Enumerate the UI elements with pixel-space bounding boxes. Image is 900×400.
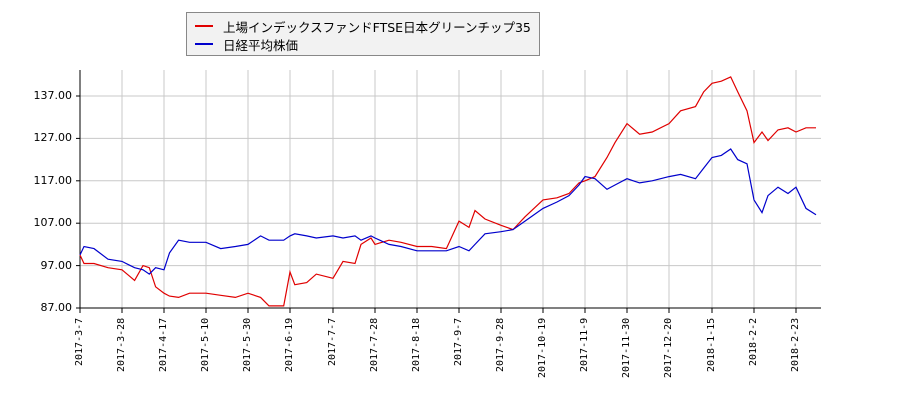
x-tick-label: 2017-9-7 (453, 317, 464, 366)
x-tick-label: 2017-11-9 (579, 317, 590, 372)
x-tick-label: 2017-5-10 (200, 317, 211, 372)
y-tick-label: 137.00 (33, 89, 73, 102)
x-tick-label: 2018-2-23 (790, 317, 801, 372)
x-tick-label: 2018-2-2 (748, 317, 759, 366)
series-lines (79, 76, 817, 307)
y-tick-label: 107.00 (33, 216, 73, 230)
y-tick-label: 87.00 (40, 301, 73, 314)
grid-lines (80, 70, 821, 308)
x-tick-label: 2017-7-28 (369, 317, 380, 372)
x-tick-label: 2017-12-20 (663, 317, 674, 378)
legend-swatch-blue (195, 43, 213, 45)
x-tick-label: 2017-4-17 (158, 317, 169, 372)
legend-item-green-chip-35: 上場インデックスファンドFTSE日本グリーンチップ35 (195, 17, 531, 35)
series-line-green-chip-35 (79, 76, 816, 307)
y-tick-label: 117.00 (33, 173, 73, 187)
x-tick-label: 2017-6-19 (284, 317, 295, 372)
x-tick-label: 2017-8-18 (411, 317, 422, 372)
y-tick-label: 97.00 (40, 258, 73, 272)
legend-item-nikkei: 日経平均株価 (195, 35, 298, 53)
y-tick-label: 127.00 (33, 131, 73, 145)
legend: 上場インデックスファンドFTSE日本グリーンチップ35 日経平均株価 (186, 12, 540, 56)
legend-label: 日経平均株価 (223, 37, 299, 53)
x-tick-label: 2018-1-15 (706, 317, 717, 372)
x-tick-label: 2017-11-30 (621, 317, 632, 378)
x-tick-label: 2017-3-7 (74, 317, 85, 366)
x-tick-label: 2017-3-28 (116, 317, 127, 372)
x-tick-label: 2017-7-7 (327, 317, 338, 366)
legend-swatch-red (195, 25, 213, 27)
series-line-nikkei (79, 148, 817, 275)
x-tick-label: 2017-9-28 (495, 317, 506, 372)
x-tick-label: 2017-5-30 (242, 317, 253, 372)
axes (76, 70, 821, 313)
x-tick-label: 2017-10-19 (537, 317, 548, 378)
legend-label: 上場インデックスファンドFTSE日本グリーンチップ35 (223, 19, 531, 35)
